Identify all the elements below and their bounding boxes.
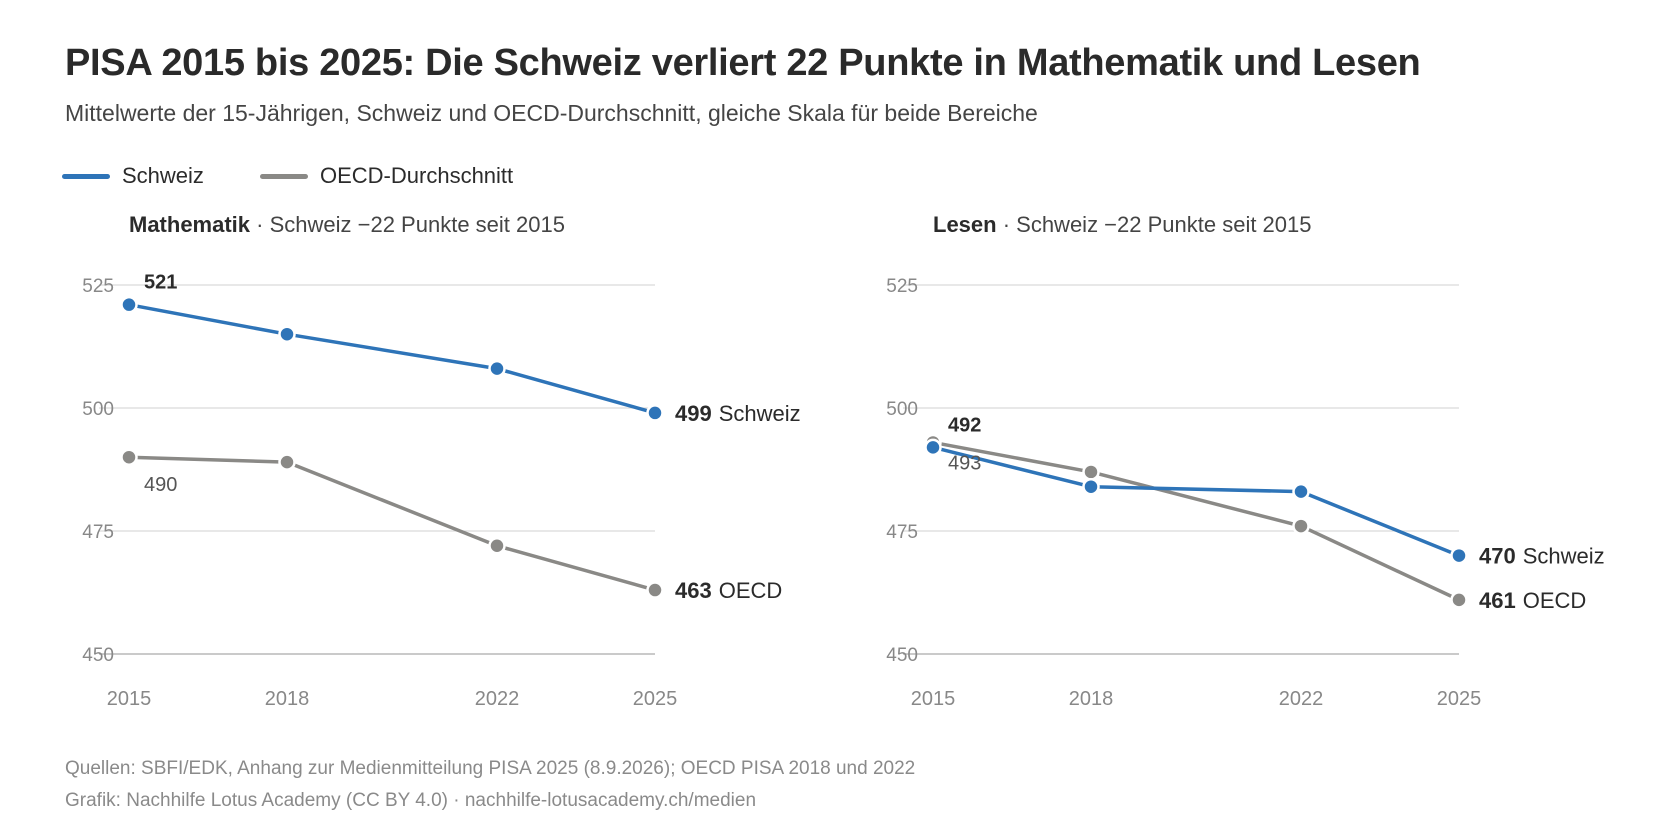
end-value: 499	[675, 401, 712, 426]
end-label: 470 Schweiz	[1479, 544, 1605, 569]
x-tick-label: 2022	[1279, 688, 1324, 710]
start-value-label: 493	[948, 452, 981, 474]
panel-title: Mathematik · Schweiz −22 Punkte seit 201…	[129, 212, 565, 237]
y-tick-label: 475	[82, 522, 114, 543]
y-tick-label: 525	[886, 276, 918, 297]
y-tick-label: 450	[886, 645, 918, 666]
data-point-schweiz	[646, 404, 664, 422]
end-label: 499 Schweiz	[675, 401, 801, 426]
end-series-name: Schweiz	[1523, 544, 1605, 569]
start-value-label: 490	[144, 474, 177, 496]
start-value-label: 521	[144, 272, 177, 294]
panel-title-name: Lesen	[933, 212, 997, 237]
legend-label-oecd: OECD-Durchschnitt	[320, 163, 514, 188]
data-point-schweiz	[924, 438, 942, 457]
end-value: 461	[1479, 588, 1516, 613]
chart-panel-lesen: Lesen · Schweiz −22 Punkte seit 2015 450 4…	[886, 212, 1604, 710]
data-point-oecd	[488, 537, 506, 555]
end-series-name: OECD	[1523, 588, 1587, 613]
source-note: Quellen: SBFI/EDK, Anhang zur Medienmitt…	[65, 758, 916, 779]
series-line-oecd	[931, 440, 1461, 602]
data-point-oecd	[1450, 591, 1468, 609]
panel-title-name: Mathematik	[129, 212, 251, 237]
y-tick-label: 475	[886, 522, 918, 543]
data-point-schweiz	[1450, 546, 1468, 565]
end-value: 470	[1479, 544, 1516, 569]
legend-swatch-oecd	[260, 173, 308, 179]
chart-title: PISA 2015 bis 2025: Die Schweiz verliert…	[65, 42, 1421, 84]
panel-title-note: · Schweiz −22 Punkte seit 2015	[997, 212, 1312, 237]
data-point-oecd	[1082, 463, 1100, 481]
chart-subtitle: Mittelwerte der 15-Jährigen, Schweiz und…	[65, 100, 1038, 126]
end-series-name: Schweiz	[719, 401, 801, 426]
x-tick-label: 2018	[265, 688, 310, 710]
data-point-schweiz	[278, 325, 296, 343]
end-label: 463 OECD	[675, 578, 782, 603]
end-series-name: OECD	[719, 578, 783, 603]
y-tick-label: 500	[82, 399, 114, 420]
legend-item-oecd: OECD-Durchschnitt	[260, 162, 513, 190]
series-line-schweiz	[931, 445, 1461, 558]
end-value: 463	[675, 578, 712, 603]
legend-swatch-schweiz	[62, 173, 110, 179]
data-point-oecd	[646, 581, 664, 599]
data-point-schweiz	[488, 359, 506, 378]
data-point-oecd	[1292, 517, 1310, 535]
y-tick-label: 500	[886, 399, 918, 420]
x-tick-label: 2025	[633, 688, 678, 710]
end-label: 461 OECD	[1479, 588, 1586, 613]
series-line-oecd	[127, 455, 657, 592]
data-point-schweiz	[120, 295, 138, 314]
x-tick-label: 2022	[475, 688, 520, 710]
start-value-label: 492	[948, 414, 981, 436]
x-tick-label: 2025	[1437, 688, 1482, 710]
data-point-oecd	[278, 453, 296, 471]
credit-note: Grafik: Nachhilfe Lotus Academy (CC BY 4…	[65, 790, 757, 811]
panel-title-note: · Schweiz −22 Punkte seit 2015	[250, 212, 565, 237]
x-tick-label: 2018	[1069, 688, 1114, 710]
series-line-schweiz	[127, 302, 657, 415]
data-point-schweiz	[1082, 477, 1100, 496]
y-tick-label: 450	[82, 645, 114, 666]
x-tick-label: 2015	[107, 688, 152, 710]
x-tick-label: 2015	[911, 688, 956, 710]
data-point-schweiz	[1292, 482, 1310, 501]
chart-panel-mathematik: Mathematik · Schweiz −22 Punkte seit 201…	[82, 212, 800, 710]
legend-label-schweiz: Schweiz	[122, 163, 204, 188]
y-tick-label: 525	[82, 276, 114, 297]
legend-item-schweiz: Schweiz	[62, 162, 204, 190]
panel-title: Lesen · Schweiz −22 Punkte seit 2015	[933, 212, 1312, 237]
data-point-oecd	[120, 448, 138, 466]
